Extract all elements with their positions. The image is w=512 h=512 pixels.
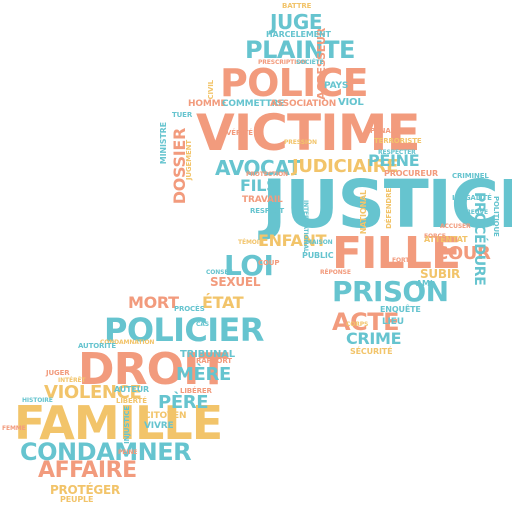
word-homme: HOMME (188, 99, 227, 109)
word-proces: PROCÈS (174, 305, 205, 313)
word-pays: PAYS (324, 81, 349, 91)
word-peine: PEINE (368, 151, 420, 170)
word-societe: SOCIÉTÉ (296, 59, 324, 66)
word-verite: VÉRITÉ (226, 129, 253, 137)
word-national: NATIONAL (359, 190, 368, 235)
word-crime: CRIME (346, 329, 402, 348)
word-corps: CORPS (346, 321, 369, 328)
word-travail: TRAVAIL (242, 195, 283, 205)
word-proteger: PROTÉGER (50, 483, 120, 497)
word-procureur: PROCUREUR (384, 169, 439, 178)
word-fille: FILLE (332, 228, 461, 279)
word-lieu: LIEU (382, 317, 404, 327)
word-pression: PRESSION (284, 139, 317, 146)
word-sexuel: SEXUEL (210, 275, 261, 289)
word-affaire: AFFAIRE (38, 458, 137, 483)
word-policier: POLICIER (104, 311, 264, 349)
word-viol: VIOL (338, 97, 364, 108)
word-peine2: PEINE (118, 449, 138, 456)
word-defendre: DÉFENDRE (385, 188, 393, 229)
word-reponse: RÉPONSE (320, 269, 351, 276)
word-inegalite: INÉGALITÉ (452, 194, 492, 202)
word-commettre: COMMETTRE (222, 99, 285, 109)
word-securite: SÉCURITÉ (350, 347, 393, 356)
word-rapport: RAPPORT (196, 357, 232, 365)
word-enquete: ENQUÊTE (380, 305, 421, 314)
word-international: INTERNATIONAL (302, 200, 309, 253)
word-preuve: PREUVE (462, 209, 489, 216)
word-civil: CIVIL (207, 80, 215, 100)
word-mere: MÈRE (176, 364, 231, 385)
word-attentat: ATTENTAT (424, 235, 468, 244)
word-criminel: CRIMINEL (452, 172, 489, 180)
word-association: ASSOCIATION (270, 99, 337, 109)
word-citoyen: CITOYEN (144, 411, 187, 421)
word-judiciaire: JUDICIAIRE (292, 156, 399, 177)
word-droit: DROIT (78, 344, 229, 395)
word-prison: PRISON (332, 275, 449, 308)
word-penal: PÉNAL (370, 127, 395, 135)
word-condamner: CONDAMNER (20, 438, 192, 466)
word-plainte: PLAINTE (245, 36, 355, 64)
word-histoire: HISTOIRE (22, 397, 53, 404)
word-condamnation: CONDAMNATION (100, 339, 155, 346)
word-loi: LOI (224, 249, 274, 282)
word-famille: FAMILLE (14, 396, 223, 450)
word-protection: PROTECTION (246, 171, 288, 178)
word-ministre: MINISTRE (159, 122, 168, 165)
word-cas: CAS (196, 321, 210, 328)
word-avocat: AVOCAT (215, 156, 302, 180)
word-police: POLICE (220, 61, 369, 105)
word-juge: JUGE (270, 10, 323, 34)
word-femme: FEMME (2, 425, 26, 432)
word-public: PUBLIC (302, 251, 334, 260)
word-fils: FILS (240, 176, 278, 195)
word-pere: PÈRE (158, 392, 209, 413)
word-injustice: INJUSTICE (123, 406, 131, 444)
word-tuer: TUER (172, 111, 193, 119)
word-maison: MAISON (306, 239, 333, 246)
word-interet: INTÉRÊT (58, 377, 86, 384)
word-enfant: ENFANT (258, 231, 327, 250)
word-tribunal: TRIBUNAL (180, 349, 235, 360)
word-fort: FORT (392, 257, 410, 264)
word-prescription: PRESCRIPTION (258, 59, 307, 66)
word-terroriste: TERRORISTE (374, 137, 422, 145)
word-procedure: PROCÉDURE (471, 192, 487, 286)
word-vivre: VIVRE (144, 421, 174, 431)
word-auteur: AUTEUR (114, 385, 150, 394)
word-harcelement: HARCELEMENT (266, 30, 331, 39)
word-coup: COUP (258, 259, 280, 267)
word-violence: VIOLENCE (44, 382, 142, 403)
word-cour: COUR (435, 243, 491, 264)
word-temoin: TÉMOIN (238, 239, 264, 246)
word-accuser: ACCUSER (440, 223, 471, 230)
word-victime: VICTIME (196, 104, 421, 162)
word-juger: JUGER (46, 369, 70, 377)
word-justice: JUSTICE (262, 166, 512, 243)
word-jugement: JUGEMENT (185, 140, 193, 181)
word-liberer: LIBÉRER (180, 387, 212, 395)
word-peuple: PEUPLE (60, 495, 94, 504)
word-liberte: LIBERTÉ (116, 397, 147, 405)
word-mort: MORT (128, 293, 179, 312)
word-acte: ACTE (332, 308, 400, 336)
word-ami: AMI (416, 279, 433, 288)
word-force: FORCE (424, 233, 446, 240)
word-respecter: RESPECTER (378, 149, 416, 156)
word-subir: SUBIR (420, 267, 461, 281)
word-etat: ÉTAT (202, 293, 244, 312)
word-respect: RESPECT (250, 207, 285, 215)
word-politique: POLITIQUE (492, 196, 500, 237)
word-battre: BATTRE (282, 2, 312, 10)
word-conseil: CONSEIL (206, 269, 235, 276)
word-autorite: AUTORITÉ (78, 342, 117, 350)
